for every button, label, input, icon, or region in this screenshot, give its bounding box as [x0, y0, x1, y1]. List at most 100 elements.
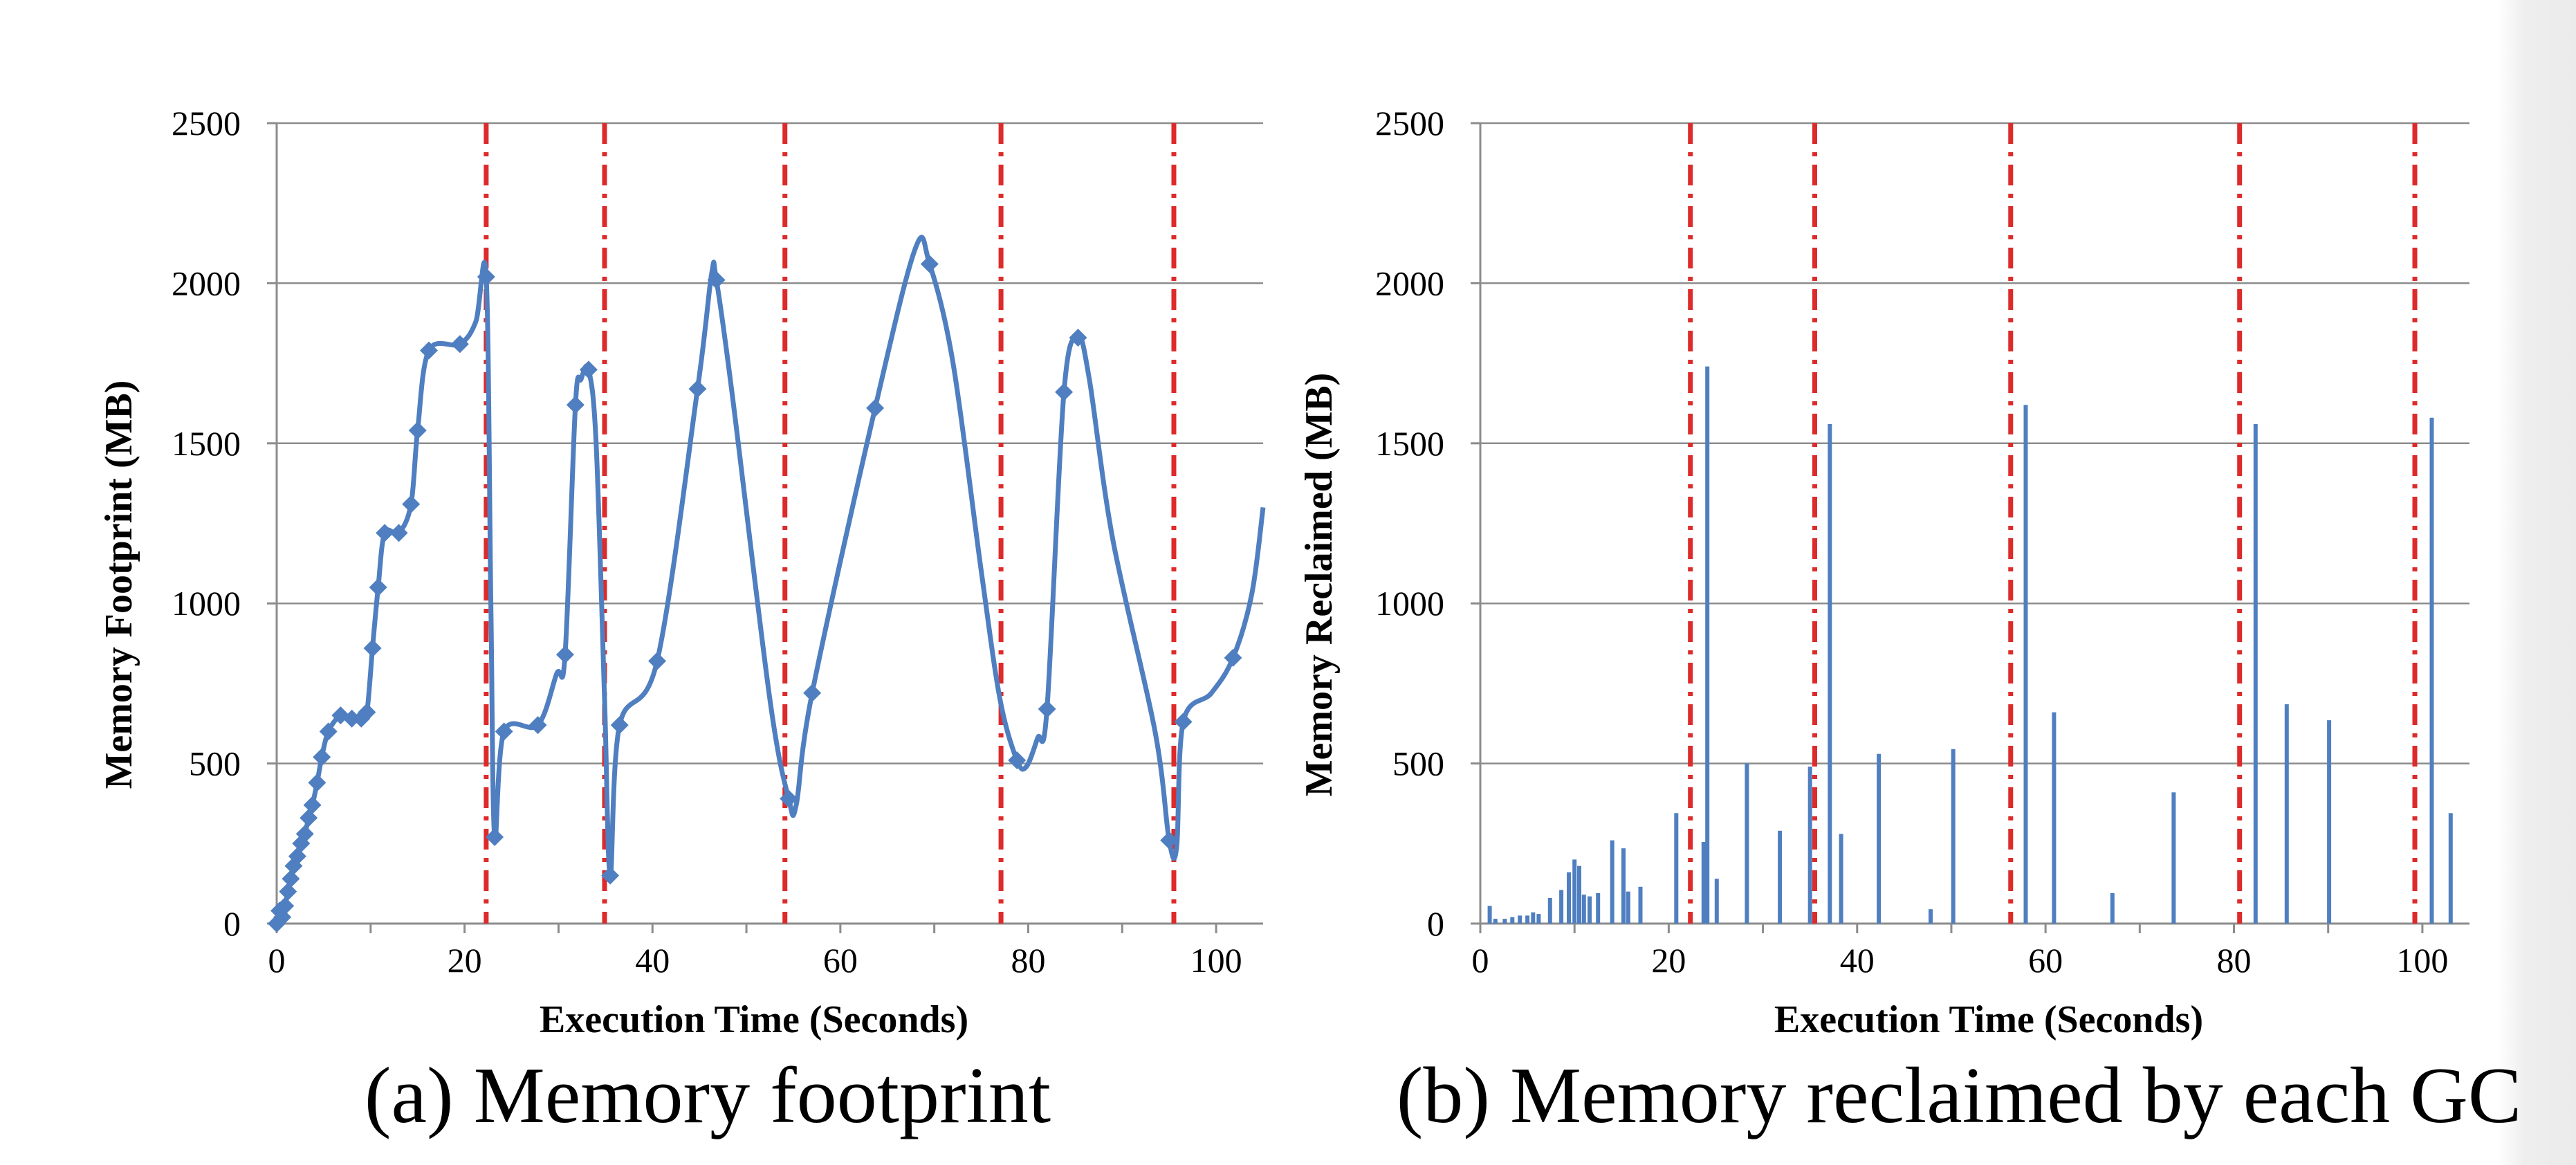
bar	[1518, 915, 1522, 924]
bar	[1828, 424, 1832, 924]
x-tick-label: 100	[1190, 941, 1242, 980]
data-point	[688, 380, 707, 398]
y-tick-label: 2000	[1375, 264, 1444, 302]
data-point	[1174, 713, 1193, 731]
y-tick-label: 1000	[172, 584, 241, 623]
data-point	[920, 255, 939, 273]
caption: (b) Memory reclaimed by each GC	[1397, 1052, 2522, 1140]
data-point	[780, 789, 798, 808]
bar	[1674, 813, 1679, 924]
bar	[1588, 896, 1592, 924]
data-point	[342, 709, 361, 728]
data-point	[303, 796, 322, 814]
data-point	[579, 360, 598, 379]
bar	[1626, 891, 1630, 924]
y-tick-label: 0	[1427, 904, 1444, 943]
page-edge-shadow	[2497, 0, 2576, 1165]
data-point	[1055, 383, 1074, 401]
caption: (a) Memory footprint	[365, 1052, 1051, 1140]
bar	[2448, 813, 2453, 924]
y-tick-label: 1000	[1375, 584, 1444, 623]
bar	[1807, 767, 1812, 924]
x-tick-label: 60	[823, 941, 858, 980]
data-point	[376, 524, 394, 542]
data-point	[601, 866, 620, 885]
data-point	[420, 341, 439, 360]
bar	[2171, 792, 2176, 924]
bar	[1705, 366, 1710, 924]
data-point	[363, 639, 382, 657]
data-point	[648, 652, 667, 670]
y-tick-label: 0	[223, 904, 241, 943]
data-point	[555, 645, 574, 664]
bar	[2327, 720, 2332, 924]
data-point	[308, 773, 326, 792]
bar	[1572, 859, 1577, 924]
x-tick-label: 40	[635, 941, 670, 980]
x-axis-label: Execution Time (Seconds)	[1774, 998, 2203, 1041]
data-point	[495, 722, 513, 741]
bar	[1487, 906, 1492, 924]
panel-b: 0 500 1000 1500 2000 2500 0 20 40 60 80 100 Executi…	[1298, 104, 2521, 1140]
bar	[1877, 753, 1882, 924]
data-point	[528, 716, 547, 735]
data-point	[1008, 751, 1027, 769]
data-point	[402, 495, 421, 513]
data-point	[803, 684, 822, 702]
bar	[1502, 919, 1507, 924]
bar	[1714, 879, 1719, 924]
x-tick-label: 0	[1472, 941, 1489, 980]
data-point	[282, 870, 300, 888]
x-tick-label: 20	[1651, 941, 1686, 980]
data-point	[866, 398, 885, 417]
data-point	[486, 828, 504, 847]
bar	[1493, 919, 1498, 924]
bar	[1778, 830, 1783, 924]
y-tick-label: 1500	[1375, 424, 1444, 463]
bar	[1929, 909, 1933, 924]
bar	[1510, 917, 1515, 924]
bar	[2284, 704, 2289, 924]
y-tick-label: 2000	[172, 264, 241, 302]
data-point	[408, 421, 427, 440]
bar	[1536, 914, 1541, 924]
bar	[1559, 890, 1564, 924]
bar	[1525, 915, 1530, 924]
x-tick-label: 100	[2396, 941, 2448, 980]
bar	[1577, 865, 1581, 924]
y-axis-label: Memory Footprint (MB)	[98, 380, 140, 789]
data-point	[1069, 329, 1087, 347]
data-point	[358, 703, 376, 722]
bar	[1951, 749, 1956, 924]
bar	[1621, 848, 1626, 924]
x-tick-label: 0	[268, 941, 286, 980]
bar	[2253, 424, 2258, 924]
series-line	[274, 235, 1266, 924]
x-tick-label: 40	[1840, 941, 1875, 980]
data-point	[295, 825, 314, 843]
data-point	[1038, 699, 1056, 718]
data-point	[276, 897, 295, 915]
x-tick-label: 20	[448, 941, 482, 980]
x-tick-label: 80	[2217, 941, 2252, 980]
bar	[1531, 912, 1536, 924]
y-axis-label: Memory Reclaimed (MB)	[1298, 373, 1341, 797]
bar	[1567, 872, 1571, 924]
data-point	[610, 716, 629, 735]
x-axis-label: Execution Time (Seconds)	[540, 998, 968, 1041]
bar	[2023, 405, 2028, 924]
bar	[1839, 834, 1843, 924]
bar	[1638, 886, 1643, 924]
data-point	[450, 335, 469, 354]
bar	[1596, 893, 1601, 924]
data-point	[1224, 648, 1242, 667]
bar	[2052, 712, 2057, 924]
data-point	[300, 809, 318, 827]
x-tick-label: 60	[2028, 941, 2063, 980]
bar	[2429, 417, 2434, 924]
panel-a: 0 500 1000 1500 2000 2500 0 20 40 60 80 100 Executi…	[98, 104, 1266, 1140]
bar	[2110, 893, 2115, 924]
data-point	[313, 748, 331, 767]
data-point	[566, 396, 585, 414]
